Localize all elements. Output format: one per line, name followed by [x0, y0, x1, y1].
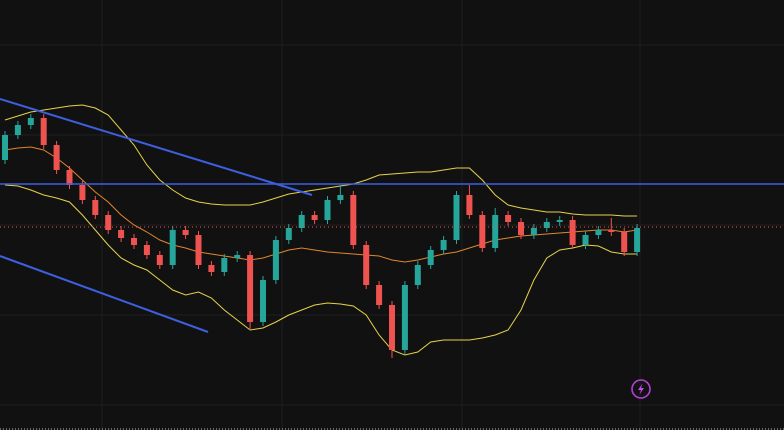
- candle-body: [311, 215, 318, 220]
- candle-body: [401, 285, 408, 350]
- candle-body: [569, 220, 576, 245]
- candle-body: [182, 230, 189, 235]
- candle-body: [324, 200, 331, 220]
- candle-body: [247, 255, 254, 322]
- candle-body: [195, 235, 202, 265]
- candle-body: [453, 195, 460, 240]
- candle-body: [582, 235, 589, 245]
- candle-body: [427, 250, 434, 265]
- candle-body: [376, 285, 383, 305]
- band-line: [4, 104, 638, 217]
- candle-body: [414, 265, 421, 285]
- lightning-icon: [638, 383, 644, 395]
- candle-body: [556, 220, 563, 222]
- candle-body: [2, 135, 8, 160]
- candle-body: [14, 125, 21, 135]
- candle-body: [518, 222, 524, 235]
- candle-body: [53, 145, 60, 170]
- candle-body: [66, 170, 73, 185]
- candle-body: [105, 215, 112, 230]
- candle-body: [131, 238, 137, 245]
- candle-body: [505, 215, 512, 222]
- candle-body: [440, 240, 447, 250]
- candle-body: [260, 280, 266, 322]
- candle-body: [363, 245, 370, 285]
- candle-body: [208, 265, 215, 272]
- candle-body: [492, 215, 499, 248]
- candle-body: [79, 185, 86, 200]
- candle-body: [608, 230, 615, 232]
- candle-body: [337, 195, 344, 200]
- candle-body: [479, 215, 486, 248]
- candle-body: [272, 240, 279, 280]
- candle-body: [118, 230, 125, 238]
- candle-body: [595, 230, 602, 235]
- candle-body: [27, 118, 34, 125]
- candle-body: [530, 228, 537, 235]
- candle-body: [221, 258, 228, 272]
- candle-body: [543, 222, 550, 228]
- candle-body: [234, 255, 241, 258]
- candle-body: [621, 232, 628, 252]
- candle-body: [92, 200, 99, 215]
- candle-body: [169, 230, 176, 265]
- band-line: [4, 184, 638, 356]
- band-line: [4, 146, 638, 263]
- candle-body: [634, 228, 641, 252]
- candle-body: [466, 195, 473, 215]
- candle-body: [350, 195, 357, 245]
- trend-line[interactable]: [0, 255, 209, 333]
- candle-body: [40, 118, 47, 145]
- trend-line[interactable]: [0, 98, 313, 196]
- candle-body: [298, 215, 305, 228]
- lightning-button[interactable]: [631, 379, 651, 399]
- candle-body: [389, 305, 395, 350]
- candle-body: [156, 255, 163, 265]
- button-ring: [631, 379, 651, 399]
- plot: [2, 104, 641, 358]
- candle-body: [285, 228, 292, 240]
- candle-body: [143, 245, 150, 255]
